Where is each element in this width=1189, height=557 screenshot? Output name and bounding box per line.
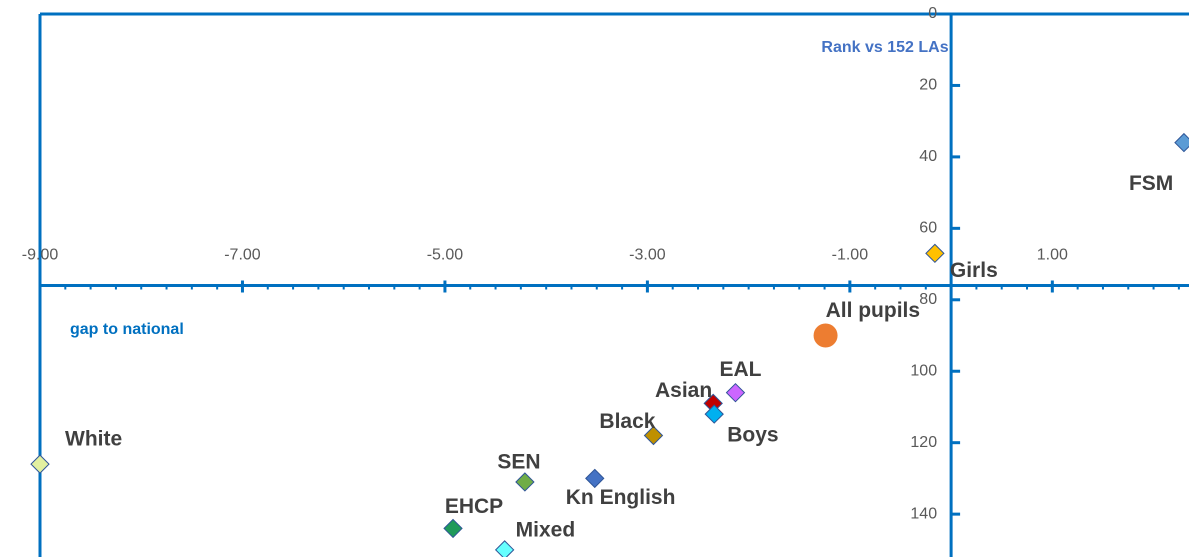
y-tick-label: 60 [919,220,937,237]
x-tick-label: -1.00 [832,247,869,264]
point [494,540,515,557]
point [30,454,50,474]
point [643,425,664,446]
y-tick-label: 120 [910,434,937,451]
point [813,323,838,348]
y-tick-label: 0 [928,5,937,22]
y-tick-label: 140 [910,505,937,522]
point [925,243,945,264]
x-tick-label: -9.00 [22,247,59,264]
x-tick-label: -5.00 [427,247,464,264]
point-label: Girls [950,259,998,282]
point [515,472,535,492]
x-tick-label: -3.00 [629,247,666,264]
y-tick-label: 100 [910,362,937,379]
point-label: FSM [1129,172,1173,195]
point-label: Boys [727,424,778,447]
point [704,404,724,424]
point-label: Asian [655,379,712,402]
x-tick-label: 1.00 [1037,247,1068,264]
point [725,382,746,403]
point [585,468,605,489]
point-label: EAL [719,358,761,381]
y-tick-label: 40 [919,148,937,165]
point-label: Black [599,410,655,433]
point-label: Kn English [566,486,676,509]
y-axis-title: Rank vs 152 LAs [821,39,948,56]
point [443,518,463,539]
point-label: All pupils [826,299,921,322]
x-tick-label: -7.00 [224,247,261,264]
x-axis-title: gap to national [70,321,184,338]
y-tick-label: 20 [919,77,937,94]
point-label: SEN [497,451,540,474]
point [1174,132,1189,153]
y-tick-label: 80 [919,291,937,308]
point-label: EHCP [445,495,503,518]
point-label: White [65,428,122,451]
point-label: Mixed [516,518,576,541]
